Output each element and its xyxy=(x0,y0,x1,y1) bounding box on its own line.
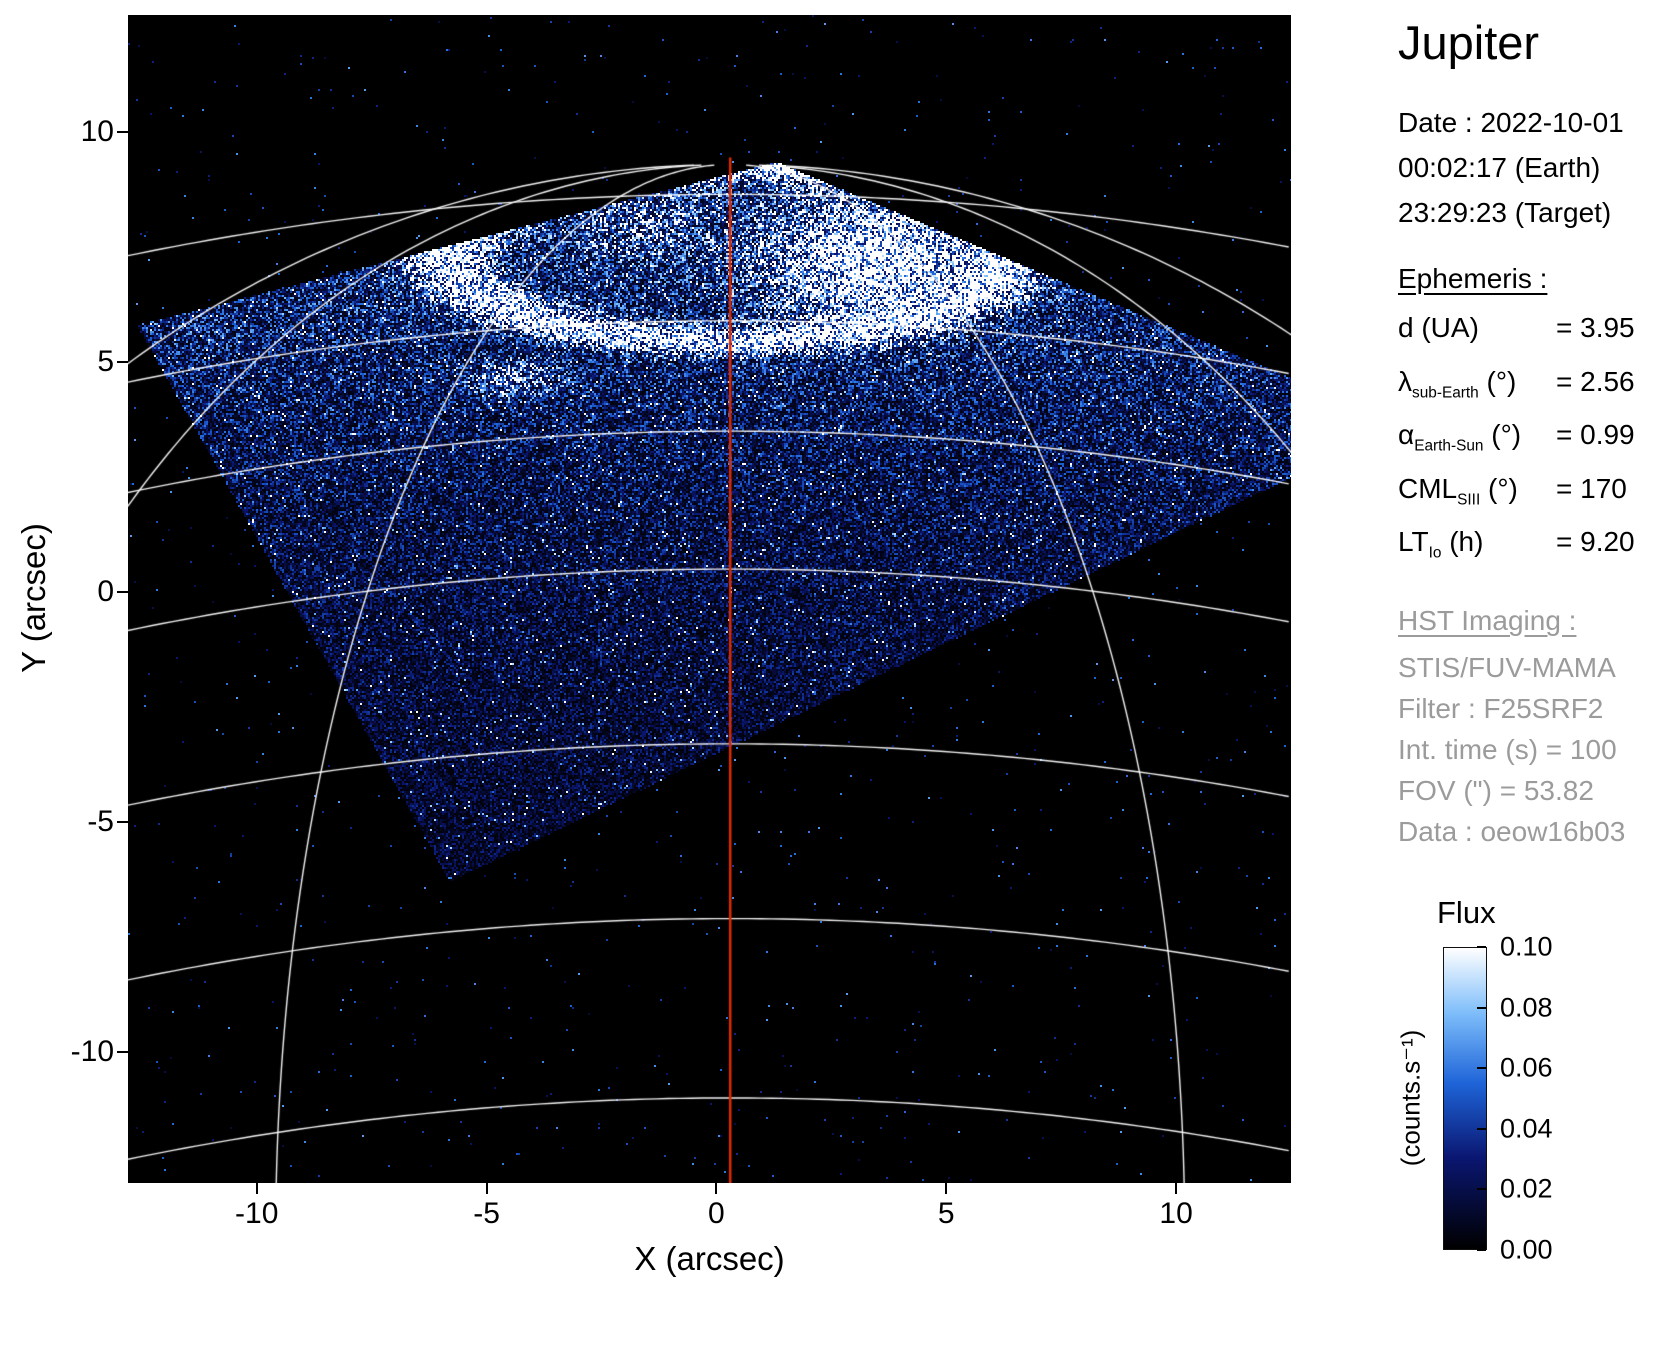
x-axis-label: X (arcsec) xyxy=(128,1240,1291,1278)
ephemeris-quantity: λsub-Earth (°) xyxy=(1398,361,1556,415)
hst-instrument: STIS/FUV-MAMA xyxy=(1398,647,1666,688)
ephemeris-value: = 2.56 xyxy=(1556,361,1635,415)
ephemeris-subscript: Io xyxy=(1429,545,1442,562)
plot-area xyxy=(128,15,1291,1183)
y-tick-mark xyxy=(117,1051,128,1053)
y-tick-mark xyxy=(117,821,128,823)
ephemeris-subscript: Earth-Sun xyxy=(1414,438,1483,455)
ephemeris-row: αEarth-Sun (°) = 0.99 xyxy=(1398,414,1666,468)
ephemeris-unit: (UA) xyxy=(1421,312,1479,343)
ephemeris-heading: Ephemeris : xyxy=(1398,259,1547,299)
ephemeris-unit: (°) xyxy=(1488,473,1518,504)
hst-filter: Filter : F25SRF2 xyxy=(1398,688,1666,729)
target-time-line: 23:29:23 (Target) xyxy=(1398,190,1666,235)
x-tick-label: 5 xyxy=(938,1197,955,1231)
target-title: Jupiter xyxy=(1398,16,1666,70)
ephemeris-quantity: LTIo (h) xyxy=(1398,521,1556,575)
ephemeris-unit: (°) xyxy=(1487,366,1517,397)
colorbar-tick-label: 0.00 xyxy=(1500,1235,1553,1266)
y-axis-label: Y (arcsec) xyxy=(15,523,53,673)
hst-imaging-block: HST Imaging : STIS/FUV-MAMA Filter : F25… xyxy=(1398,601,1666,852)
ephemeris-symbol: d xyxy=(1398,312,1414,343)
y-tick-mark xyxy=(117,361,128,363)
x-tick-mark xyxy=(486,1183,488,1194)
x-tick-label: 0 xyxy=(708,1197,725,1231)
x-tick-mark xyxy=(715,1183,717,1194)
ephemeris-value: = 3.95 xyxy=(1556,307,1635,361)
x-tick-mark xyxy=(945,1183,947,1194)
colorbar-tick-mark xyxy=(1477,946,1486,948)
y-tick-label: 5 xyxy=(30,345,114,379)
info-panel: Jupiter Date : 2022-10-01 00:02:17 (Eart… xyxy=(1398,16,1666,852)
y-tick-label: -10 xyxy=(30,1035,114,1069)
earth-time-line: 00:02:17 (Earth) xyxy=(1398,145,1666,190)
graticule-overlay-canvas xyxy=(128,15,1291,1183)
x-tick-mark xyxy=(1175,1183,1177,1194)
date-line: Date : 2022-10-01 xyxy=(1398,100,1666,145)
colorbar-unit-label: (counts.s⁻¹) xyxy=(1396,1030,1427,1167)
ephemeris-quantity: d (UA) xyxy=(1398,307,1556,361)
hst-data-id: Data : oeow16b03 xyxy=(1398,811,1666,852)
ephemeris-row: LTIo (h) = 9.20 xyxy=(1398,521,1666,575)
ephemeris-value: = 0.99 xyxy=(1556,414,1635,468)
x-tick-label: -10 xyxy=(235,1197,278,1231)
colorbar-tick-label: 0.10 xyxy=(1500,932,1553,963)
ephemeris-symbol: α xyxy=(1398,419,1414,450)
colorbar-tick-mark xyxy=(1477,1249,1486,1251)
ephemeris-symbol: λ xyxy=(1398,366,1412,397)
colorbar-tick-mark xyxy=(1477,1128,1486,1130)
ephemeris-row: d (UA) = 3.95 xyxy=(1398,307,1666,361)
y-tick-label: -5 xyxy=(30,805,114,839)
hst-heading: HST Imaging : xyxy=(1398,601,1576,641)
y-tick-mark xyxy=(117,131,128,133)
colorbar-tick-mark xyxy=(1477,1007,1486,1009)
ephemeris-row: CMLSIII (°) = 170 xyxy=(1398,468,1666,522)
colorbar-tick-label: 0.02 xyxy=(1500,1174,1553,1205)
colorbar-tick-label: 0.04 xyxy=(1500,1113,1553,1144)
colorbar-title: Flux xyxy=(1437,895,1496,931)
ephemeris-quantity: αEarth-Sun (°) xyxy=(1398,414,1556,468)
ephemeris-row: λsub-Earth (°) = 2.56 xyxy=(1398,361,1666,415)
ephemeris-subscript: sub-Earth xyxy=(1412,384,1479,401)
ephemeris-symbol: LT xyxy=(1398,526,1429,557)
ephemeris-value: = 170 xyxy=(1556,468,1627,522)
x-tick-label: -5 xyxy=(473,1197,500,1231)
ephemeris-value: = 9.20 xyxy=(1556,521,1635,575)
hst-int-time: Int. time (s) = 100 xyxy=(1398,729,1666,770)
x-tick-mark xyxy=(256,1183,258,1194)
y-tick-label: 10 xyxy=(30,115,114,149)
ephemeris-unit: (°) xyxy=(1491,419,1521,450)
hst-fov: FOV (") = 53.82 xyxy=(1398,770,1666,811)
colorbar-tick-mark xyxy=(1477,1188,1486,1190)
figure-root: -10 -5 0 5 10 10 5 0 -5 -10 X (arcsec) Y (arcsec… xyxy=(0,0,1671,1367)
colorbar-tick-mark xyxy=(1477,1067,1486,1069)
colorbar-gradient xyxy=(1443,947,1487,1250)
colorbar-tick-label: 0.08 xyxy=(1500,992,1553,1023)
x-tick-label: 10 xyxy=(1159,1197,1192,1231)
colorbar-tick-label: 0.06 xyxy=(1500,1053,1553,1084)
ephemeris-subscript: SIII xyxy=(1457,491,1480,508)
y-tick-mark xyxy=(117,591,128,593)
ephemeris-symbol: CML xyxy=(1398,473,1457,504)
ephemeris-unit: (h) xyxy=(1449,526,1483,557)
ephemeris-quantity: CMLSIII (°) xyxy=(1398,468,1556,522)
